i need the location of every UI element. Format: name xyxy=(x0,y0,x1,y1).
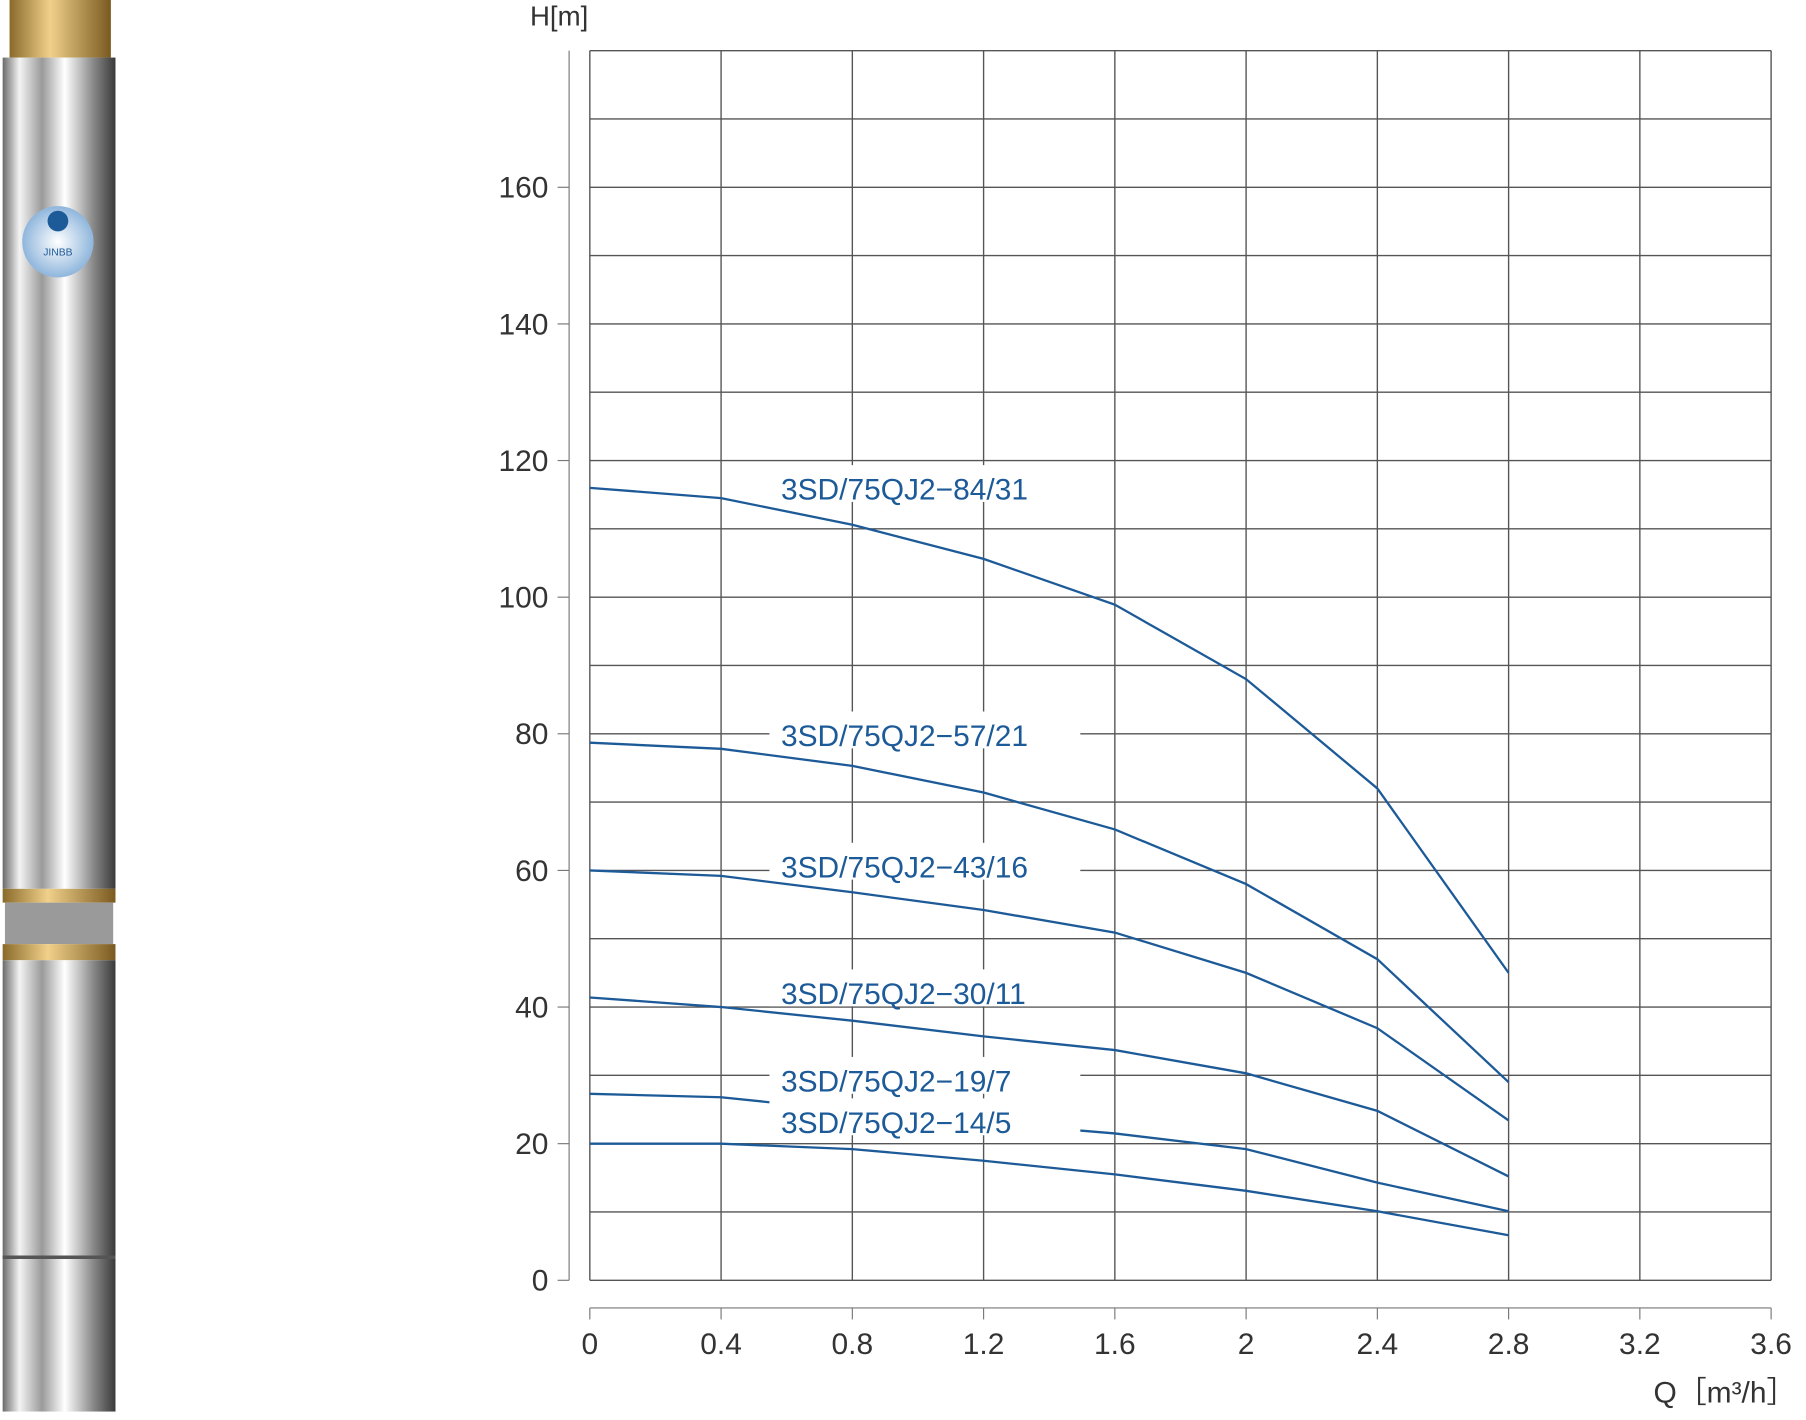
y-tick-label: 120 xyxy=(498,445,548,478)
series-label: 3SD/75QJ2−14/5 xyxy=(781,1107,1011,1140)
x-tick-label: 2 xyxy=(1238,1328,1255,1361)
x-tick-label: 3.6 xyxy=(1750,1328,1792,1361)
y-tick-label: 100 xyxy=(498,582,548,615)
y-tick-label: 40 xyxy=(515,991,548,1024)
x-tick-label: 3.2 xyxy=(1619,1328,1661,1361)
y-tick-label: 160 xyxy=(498,172,548,205)
label-background xyxy=(769,711,1081,749)
series-label: 3SD/75QJ2−57/21 xyxy=(781,720,1028,753)
series-label: 3SD/75QJ2−43/16 xyxy=(781,851,1028,884)
curve xyxy=(589,741,1510,1084)
y-tick-label: 140 xyxy=(498,308,548,341)
series-label: 3SD/75QJ2−30/11 xyxy=(781,978,1026,1011)
x-axis-label: Q［m³/h］ xyxy=(1653,1376,1796,1409)
x-tick-label: 1.6 xyxy=(1094,1328,1136,1361)
y-tick-label: 20 xyxy=(515,1128,548,1161)
label-background xyxy=(769,1056,1081,1094)
y-tick-label: 60 xyxy=(515,855,548,888)
x-tick-label: 0 xyxy=(582,1328,599,1361)
x-tick-label: 1.2 xyxy=(963,1328,1005,1361)
brand: JINBB xyxy=(43,248,72,259)
x-tick-label: 2.8 xyxy=(1488,1328,1530,1361)
y-tick-label: 0 xyxy=(532,1265,549,1298)
x-tick-label: 0.8 xyxy=(832,1328,874,1361)
y-tick-label: 80 xyxy=(515,718,548,751)
pump-image: JINBB xyxy=(2,0,116,1412)
x-tick-label: 2.4 xyxy=(1357,1328,1399,1361)
series-label: 3SD/75QJ2−84/31 xyxy=(781,474,1028,507)
curve xyxy=(589,486,1510,974)
label-background xyxy=(769,465,1081,502)
label-background xyxy=(769,842,1081,880)
series-label: 3SD/75QJ2−19/7 xyxy=(781,1065,1011,1098)
curve xyxy=(589,869,1510,1122)
label-background xyxy=(769,1098,1081,1136)
y-axis-label: H[m] xyxy=(530,0,588,31)
curve xyxy=(589,996,1510,1178)
label-background xyxy=(769,969,1081,1007)
x-tick-label: 0.4 xyxy=(700,1328,742,1361)
curve xyxy=(589,1142,1509,1237)
